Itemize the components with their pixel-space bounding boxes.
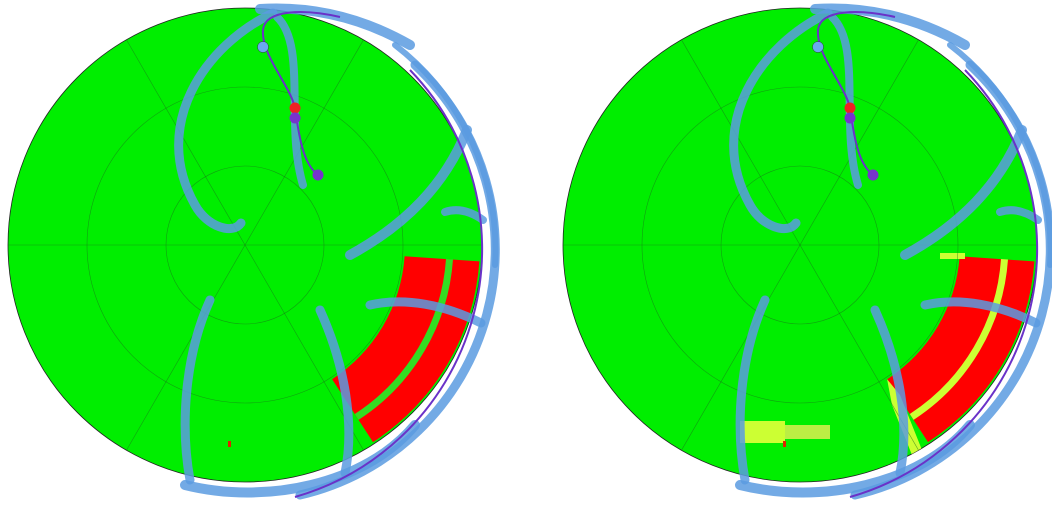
zone-stripe: [354, 259, 453, 420]
band: [273, 13, 307, 189]
track: [257, 11, 484, 498]
warning-zone: [940, 253, 965, 259]
band: [828, 13, 862, 189]
band: [392, 42, 499, 268]
track-line: [294, 69, 484, 498]
band: [947, 42, 1052, 268]
band: [255, 3, 415, 50]
band: [180, 295, 215, 485]
track-point: [312, 169, 324, 181]
track-point: [257, 41, 269, 53]
coverage-layer: [564, 253, 1035, 455]
marker: [783, 441, 786, 447]
grid-spoke: [681, 39, 919, 451]
band: [365, 297, 486, 328]
band: [920, 297, 1041, 328]
band: [315, 305, 354, 478]
zone-stripe: [909, 259, 1008, 420]
band: [180, 420, 420, 498]
band: [735, 420, 975, 498]
band: [810, 3, 970, 50]
track-point: [812, 41, 824, 53]
track-line: [261, 11, 341, 176]
warning-zone: [785, 425, 830, 439]
band: [729, 8, 833, 234]
warning-zone: [564, 325, 572, 330]
band: [345, 125, 472, 260]
track-point: [867, 169, 879, 181]
band: [900, 125, 1027, 260]
warning-zone: [740, 421, 785, 443]
bands: [174, 3, 500, 500]
polar-plot: [562, 3, 1052, 500]
coverage-layer: [228, 256, 480, 447]
marker: [228, 441, 231, 447]
track-line: [849, 69, 1039, 498]
track-point: [844, 112, 856, 124]
polar-plot: [7, 3, 500, 500]
band: [174, 8, 278, 234]
track: [812, 11, 1039, 498]
track-point: [844, 102, 856, 114]
band: [870, 305, 909, 478]
grid: [563, 39, 1037, 451]
grid: [8, 39, 482, 451]
track-point: [289, 102, 301, 114]
band: [735, 295, 770, 485]
grid-spoke: [126, 39, 364, 451]
track-point: [289, 112, 301, 124]
track-line: [816, 11, 896, 176]
